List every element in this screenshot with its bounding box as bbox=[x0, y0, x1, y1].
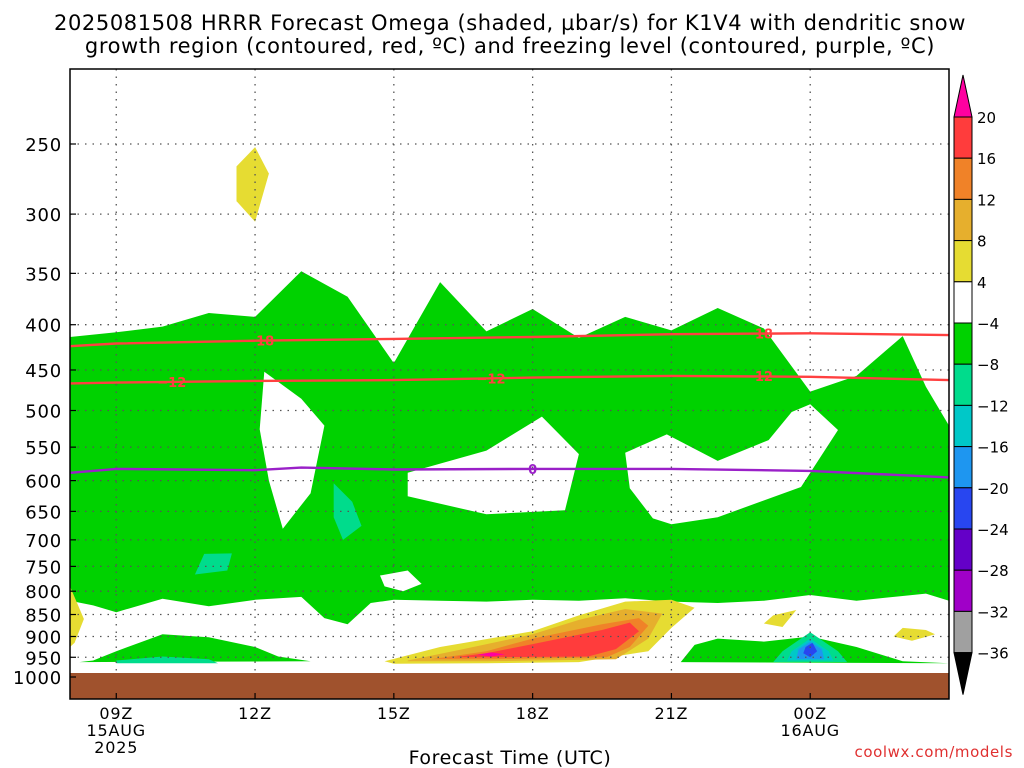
contour-label-2: −12 bbox=[477, 372, 506, 387]
y-axis: 2503003504004505005506006507007508008509… bbox=[13, 135, 76, 689]
colorbar-label-7: −12 bbox=[977, 397, 1009, 415]
y-tick-label-300: 300 bbox=[25, 205, 62, 226]
omega-region-1 bbox=[79, 634, 311, 663]
colorbar-swatch-11 bbox=[953, 528, 973, 571]
x-tick-label-00Z: 00Z bbox=[793, 704, 827, 723]
x-tick-label-12Z: 12Z bbox=[238, 704, 272, 723]
y-tick-label-650: 650 bbox=[25, 502, 62, 523]
colorbar-label-1: 16 bbox=[977, 150, 996, 168]
x-tick-label-18Z: 18Z bbox=[516, 704, 550, 723]
omega-clear-region-3 bbox=[380, 570, 422, 592]
y-tick-label-500: 500 bbox=[25, 402, 62, 423]
colorbar-label-12: −32 bbox=[977, 603, 1009, 621]
credit-text: coolwx.com/models bbox=[855, 743, 1014, 761]
colorbar-swatch-14 bbox=[953, 652, 973, 695]
x-date-label-09Z: 15AUG bbox=[87, 721, 146, 740]
omega-region-17 bbox=[454, 622, 639, 658]
colorbar-swatch-6 bbox=[953, 322, 973, 365]
colorbar-label-5: −4 bbox=[977, 315, 999, 333]
colorbar-swatch-1 bbox=[953, 116, 973, 159]
y-tick-label-350: 350 bbox=[25, 264, 62, 285]
y-tick-label-950: 950 bbox=[25, 648, 62, 669]
x-date-label-00Z: 16AUG bbox=[780, 721, 839, 740]
omega-region-11 bbox=[70, 586, 84, 647]
contour-2 bbox=[70, 466, 949, 479]
ground-layer bbox=[70, 673, 949, 699]
colorbar-swatch-12 bbox=[953, 569, 973, 612]
x-axis-title: Forecast Time (UTC) bbox=[409, 747, 612, 768]
colorbar-label-2: 12 bbox=[977, 191, 996, 209]
omega-region-10 bbox=[236, 147, 269, 222]
omega-region-13 bbox=[893, 627, 936, 641]
chart-title-line1: 2025081508 HRRR Forecast Omega (shaded, … bbox=[54, 11, 966, 35]
omega-region-12 bbox=[763, 610, 797, 627]
contour-label-1: −12 bbox=[157, 376, 186, 391]
colorbar-swatch-9 bbox=[953, 446, 973, 489]
contour-label-3: 18 bbox=[755, 327, 773, 342]
colorbar-swatch-3 bbox=[953, 198, 973, 242]
colorbar-swatch-7 bbox=[953, 363, 973, 406]
y-tick-label-1000: 1000 bbox=[13, 668, 62, 689]
colorbar-swatch-5 bbox=[953, 281, 973, 324]
colorbar-swatch-2 bbox=[953, 157, 973, 200]
colorbar-label-9: −20 bbox=[977, 480, 1009, 498]
omega-region-4 bbox=[194, 553, 232, 575]
y-tick-label-800: 800 bbox=[25, 582, 62, 603]
y-tick-label-250: 250 bbox=[25, 135, 62, 156]
colorbar-label-13: −36 bbox=[977, 645, 1009, 663]
omega-region-9 bbox=[803, 642, 818, 658]
omega-clear-region-0 bbox=[259, 371, 325, 529]
y-tick-label-600: 600 bbox=[25, 472, 62, 493]
colorbar-label-11: −28 bbox=[977, 562, 1009, 580]
colorbar-label-3: 8 bbox=[977, 233, 987, 251]
omega-clear-region-2 bbox=[625, 404, 838, 525]
colorbar-label-6: −8 bbox=[977, 356, 999, 374]
x-tick-label-21Z: 21Z bbox=[655, 704, 689, 723]
colorbar-label-4: 4 bbox=[977, 274, 987, 292]
contour-0 bbox=[70, 332, 949, 348]
contour-label-0: −18 bbox=[245, 335, 274, 350]
x-tick-label-15Z: 15Z bbox=[377, 704, 411, 723]
y-tick-label-400: 400 bbox=[25, 316, 62, 337]
colorbar-swatch-10 bbox=[953, 487, 973, 530]
colorbar-label-8: −16 bbox=[977, 439, 1009, 457]
y-tick-label-550: 550 bbox=[25, 438, 62, 459]
y-tick-label-900: 900 bbox=[25, 627, 62, 648]
contour-1 bbox=[70, 374, 949, 385]
omega-clear-region-1 bbox=[407, 416, 579, 515]
x-tick-label-09Z: 09Z bbox=[99, 704, 133, 723]
colorbar-label-10: −24 bbox=[977, 521, 1009, 539]
x-year-label-09Z: 2025 bbox=[94, 738, 138, 757]
y-tick-label-700: 700 bbox=[25, 531, 62, 552]
plot-frame bbox=[69, 68, 950, 700]
y-tick-label-750: 750 bbox=[25, 557, 62, 578]
omega-region-5 bbox=[116, 656, 218, 664]
colorbar-swatch-4 bbox=[953, 240, 973, 283]
contour-label-4: 12 bbox=[755, 370, 773, 385]
chart-title-line2: growth region (contoured, red, ºC) and f… bbox=[85, 34, 935, 58]
y-tick-label-450: 450 bbox=[25, 361, 62, 382]
colorbar-label-0: 20 bbox=[977, 109, 996, 127]
contour-label-5: 0 bbox=[528, 463, 537, 478]
colorbar-swatch-13 bbox=[953, 610, 973, 654]
omega-region-18 bbox=[477, 652, 505, 657]
colorbar-swatch-0 bbox=[953, 74, 973, 118]
colorbar-swatch-8 bbox=[953, 404, 973, 448]
colorbar: 20 16 12 8 4 −4 −8 −12 −16 −20 −24 −28 −32 −36 bbox=[953, 74, 1009, 695]
y-tick-label-850: 850 bbox=[25, 606, 62, 627]
